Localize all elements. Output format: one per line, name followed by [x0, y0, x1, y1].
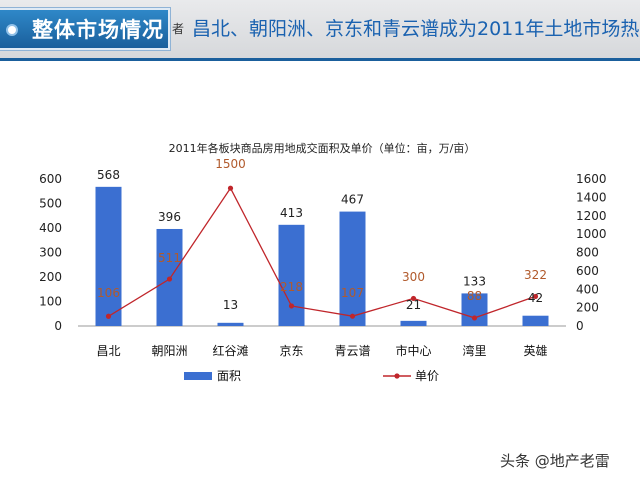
- price-point: [349, 313, 356, 319]
- category-label: 京东: [279, 344, 303, 358]
- legend-line-marker: [394, 373, 400, 379]
- price-value-label: 322: [524, 268, 547, 282]
- price-value-label: 511: [158, 251, 181, 265]
- category-label: 湾里: [462, 343, 486, 358]
- category-label: 青云谱: [334, 344, 370, 358]
- category-label: 市中心: [395, 343, 431, 358]
- right-axis-tick-label: 1400: [576, 190, 607, 204]
- price-point: [105, 313, 112, 319]
- right-axis-tick-label: 1600: [576, 172, 607, 186]
- legend-line-label: 单价: [415, 369, 439, 383]
- price-value-label: 106: [97, 286, 120, 300]
- bar-value-label: 42: [528, 291, 543, 305]
- category-label: 红谷滩: [212, 343, 248, 358]
- category-label: 昌北: [96, 344, 120, 358]
- bar-area: [95, 186, 122, 326]
- bar-area: [278, 224, 305, 326]
- price-value-label: 107: [341, 286, 364, 300]
- header-fragment: 者: [172, 22, 185, 36]
- price-point: [471, 315, 478, 321]
- price-value-label: 1500: [215, 157, 246, 171]
- chart-title: 2011年各板块商品房用地成交面积及单价（单位：亩，万/亩）: [169, 141, 476, 155]
- left-axis-tick-label: 0: [54, 319, 62, 333]
- bar-value-label: 467: [341, 193, 364, 207]
- price-point: [410, 295, 417, 302]
- right-axis-tick-label: 600: [576, 264, 599, 278]
- category-label: 朝阳洲: [151, 344, 187, 358]
- legend-bar-label: 面积: [217, 369, 241, 383]
- page-headline: 昌北、朝阳洲、京东和青云谱成为2011年土地市场热点: [192, 18, 640, 40]
- bar-value-label: 13: [223, 298, 238, 312]
- bar-value-label: 568: [97, 168, 120, 182]
- price-value-label: 300: [402, 270, 425, 284]
- bar-value-label: 133: [463, 274, 486, 288]
- right-axis-tick-label: 1000: [576, 227, 607, 241]
- left-axis-tick-label: 600: [39, 172, 62, 186]
- price-point: [166, 276, 173, 282]
- right-axis-tick-label: 0: [576, 319, 584, 333]
- price-point: [532, 293, 539, 300]
- section-badge: 整体市场情况: [0, 8, 170, 50]
- section-badge-label: 整体市场情况: [32, 18, 164, 42]
- bar-value-label: 396: [158, 210, 181, 224]
- left-axis-tick-label: 100: [39, 295, 62, 309]
- bar-area: [217, 322, 244, 326]
- header-divider: [0, 58, 640, 61]
- right-axis-tick-label: 800: [576, 246, 599, 260]
- bar-area: [339, 211, 366, 326]
- left-axis-tick-label: 200: [39, 270, 62, 284]
- bar-value-label: 21: [406, 298, 421, 312]
- right-axis-tick-label: 400: [576, 282, 599, 296]
- left-axis-tick-label: 400: [39, 221, 62, 235]
- price-series-line: [108, 186, 536, 319]
- price-point: [227, 185, 234, 191]
- left-axis-tick-label: 300: [39, 246, 62, 260]
- badge-dot-icon: [6, 24, 18, 36]
- right-axis-tick-label: 200: [576, 301, 599, 315]
- bar-area: [522, 315, 549, 326]
- price-point: [288, 303, 295, 309]
- price-value-label: 218: [280, 280, 303, 294]
- header-bar: 整体市场情况 者 昌北、朝阳洲、京东和青云谱成为2011年土地市场热点: [0, 0, 640, 58]
- legend-bar-swatch: [184, 372, 212, 380]
- bar-area: [461, 293, 488, 326]
- watermark: 头条 @地产老雷: [500, 452, 610, 470]
- left-axis-tick-label: 500: [39, 197, 62, 211]
- right-axis-tick-label: 1200: [576, 209, 607, 223]
- bar-area: [400, 320, 427, 326]
- price-value-label: 88: [467, 289, 482, 303]
- bar-value-label: 413: [280, 206, 303, 220]
- category-label: 英雄: [523, 343, 547, 358]
